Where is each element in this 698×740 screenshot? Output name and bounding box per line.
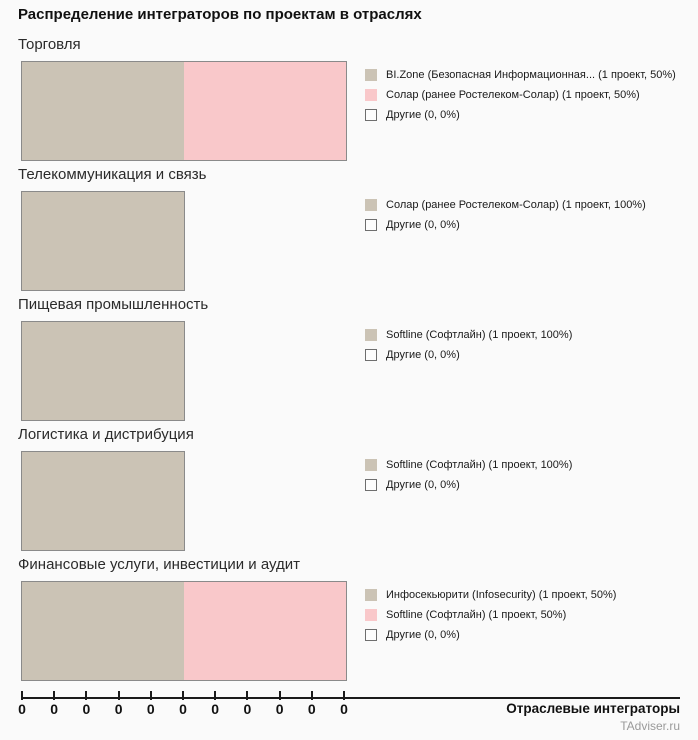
legend-swatch	[365, 199, 377, 211]
x-axis-tick-label: 0	[82, 701, 91, 717]
legend-label: Другие (0, 0%)	[386, 109, 460, 121]
x-axis-tick-label: 0	[211, 701, 220, 717]
legend: Softline (Софтлайн) (1 проект, 100%) Друг…	[365, 455, 572, 495]
bar-segment	[22, 62, 184, 160]
chart-title: Распределение интеграторов по проектам в…	[18, 6, 422, 23]
chart-section: Логистика и дистрибуция Softline (Софтлай…	[0, 426, 698, 556]
legend-swatch	[365, 589, 377, 601]
x-axis-tick-label: 0	[340, 701, 348, 717]
bar	[21, 451, 185, 551]
x-axis-tick-label: 0	[114, 701, 123, 717]
x-axis-tick-label: 0	[146, 701, 155, 717]
legend-swatch	[365, 89, 377, 101]
legend-swatch	[365, 219, 377, 231]
x-axis-tick	[85, 691, 88, 700]
legend-swatch	[365, 609, 377, 621]
legend-item: Другие (0, 0%)	[365, 215, 646, 235]
legend-swatch	[365, 109, 377, 121]
chart-section: Телекоммуникация и связь Солар (ранее Рос…	[0, 166, 698, 296]
legend-label: Softline (Софтлайн) (1 проект, 100%)	[386, 329, 573, 341]
x-axis-tick-label: 0	[275, 701, 284, 717]
x-axis-label: Отраслевые интеграторы	[506, 701, 680, 716]
bar	[21, 191, 185, 291]
legend: Softline (Софтлайн) (1 проект, 100%) Друг…	[365, 325, 572, 365]
legend-label: Солар (ранее Ростелеком-Солар) (1 проект…	[386, 199, 646, 211]
x-axis-tick	[278, 691, 281, 700]
section-header: Логистика и дистрибуция	[18, 426, 194, 443]
x-axis-tick-label: 0	[18, 701, 26, 717]
legend-item: Другие (0, 0%)	[365, 105, 676, 125]
legend-label: Softline (Софтлайн) (1 проект, 50%)	[386, 609, 567, 621]
section-header: Пищевая промышленность	[18, 296, 209, 313]
legend-swatch	[365, 479, 377, 491]
legend-label: BI.Zone (Безопасная Информационная... (1…	[386, 69, 676, 81]
chart-section: Пищевая промышленность Softline (Софтлайн…	[0, 296, 698, 426]
legend-swatch	[365, 629, 377, 641]
legend-item: Другие (0, 0%)	[365, 345, 572, 365]
section-header: Торговля	[18, 36, 81, 53]
x-axis-line	[21, 697, 680, 699]
legend-swatch	[365, 459, 377, 471]
x-axis-tick-label: 0	[179, 701, 187, 717]
bar	[21, 61, 347, 161]
legend-item: Другие (0, 0%)	[365, 625, 616, 645]
legend-label: Softline (Софтлайн) (1 проект, 100%)	[386, 459, 573, 471]
legend-item: Softline (Софтлайн) (1 проект, 100%)	[365, 325, 572, 345]
x-axis-tick	[214, 691, 217, 700]
legend-item: Инфосекьюрити (Infosecurity) (1 проект, …	[365, 585, 616, 605]
x-axis-tick	[343, 691, 345, 700]
x-axis-tick	[182, 691, 184, 700]
legend-item: Другие (0, 0%)	[365, 475, 572, 495]
legend-label: Другие (0, 0%)	[386, 219, 460, 231]
bar	[21, 581, 347, 681]
legend-item: Softline (Софтлайн) (1 проект, 100%)	[365, 455, 572, 475]
legend-swatch	[365, 329, 377, 341]
x-axis-tick-label: 0	[50, 701, 59, 717]
legend-item: Солар (ранее Ростелеком-Солар) (1 проект…	[365, 195, 646, 215]
bar-segment	[184, 62, 346, 160]
chart-section: Финансовые услуги, инвестиции и аудит Инф…	[0, 556, 698, 686]
x-axis-tick	[53, 691, 56, 700]
section-header: Телекоммуникация и связь	[18, 166, 207, 183]
x-axis-tick	[21, 691, 23, 700]
x-axis-tick	[310, 691, 313, 700]
legend: Солар (ранее Ростелеком-Солар) (1 проект…	[365, 195, 646, 235]
legend-item: BI.Zone (Безопасная Информационная... (1…	[365, 65, 676, 85]
legend-label: Инфосекьюрити (Infosecurity) (1 проект, …	[386, 589, 617, 601]
watermark: TAdviser.ru	[620, 719, 680, 733]
chart-section: Торговля BI.Zone (Безопасная Информационн…	[0, 36, 698, 166]
legend-label: Солар (ранее Ростелеком-Солар) (1 проект…	[386, 89, 640, 101]
x-axis-tick	[246, 691, 249, 700]
bar	[21, 321, 185, 421]
x-axis-tick-label: 0	[243, 701, 252, 717]
legend-swatch	[365, 349, 377, 361]
legend: Инфосекьюрити (Infosecurity) (1 проект, …	[365, 585, 616, 645]
legend-label: Другие (0, 0%)	[386, 629, 460, 641]
legend: BI.Zone (Безопасная Информационная... (1…	[365, 65, 676, 125]
bar-segment	[22, 582, 184, 680]
x-axis-tick-label: 0	[307, 701, 316, 717]
legend-swatch	[365, 69, 377, 81]
x-axis-tick	[149, 691, 152, 700]
section-header: Финансовые услуги, инвестиции и аудит	[18, 556, 301, 573]
x-axis-tick	[117, 691, 120, 700]
legend-item: Softline (Софтлайн) (1 проект, 50%)	[365, 605, 616, 625]
bar-segment	[22, 192, 184, 290]
legend-label: Другие (0, 0%)	[386, 349, 460, 361]
legend-label: Другие (0, 0%)	[386, 479, 460, 491]
legend-item: Солар (ранее Ростелеком-Солар) (1 проект…	[365, 85, 676, 105]
bar-segment	[22, 452, 184, 550]
bar-segment	[184, 582, 346, 680]
bar-segment	[22, 322, 184, 420]
